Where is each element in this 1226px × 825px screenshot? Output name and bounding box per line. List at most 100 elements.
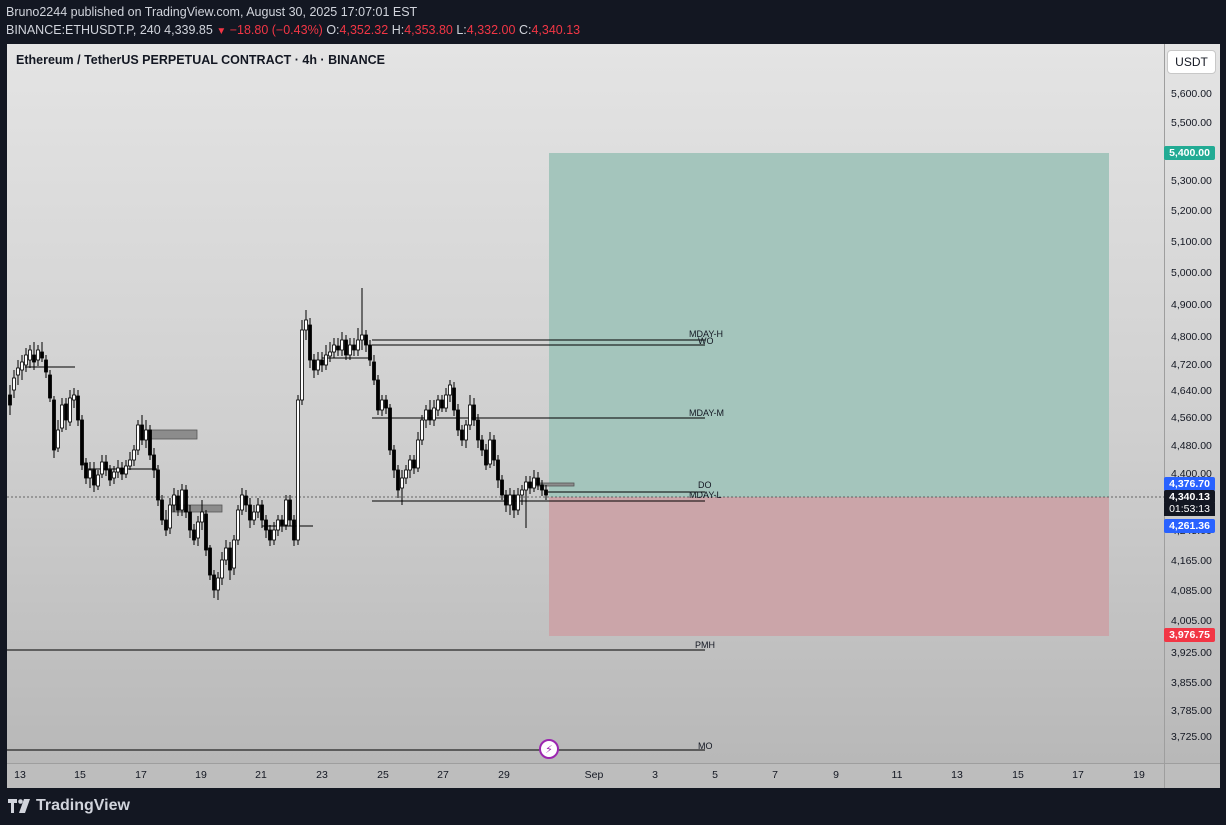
candle-body xyxy=(32,354,36,363)
candle-body xyxy=(28,349,32,361)
time-tick: 3 xyxy=(652,769,658,781)
level-label-mo: MO xyxy=(698,741,713,751)
candle-body xyxy=(420,419,424,441)
level-label-wo: WO xyxy=(698,336,714,346)
price-change: −18.80 (−0.43%) xyxy=(229,23,323,37)
publish-header: Bruno2244 published on TradingView.com, … xyxy=(0,0,1226,44)
candle-body xyxy=(320,359,324,366)
candle-body xyxy=(352,344,356,351)
time-tick: 15 xyxy=(1012,769,1024,781)
candle-body xyxy=(244,495,248,506)
candle-body xyxy=(536,477,540,486)
open-value: 4,352.32 xyxy=(339,23,389,37)
target-price-badge: 5,400.00 xyxy=(1164,146,1215,160)
currency-button[interactable]: USDT xyxy=(1167,50,1216,74)
time-tick: 17 xyxy=(135,769,147,781)
price-tick: 4,900.00 xyxy=(1171,299,1212,311)
time-scale[interactable] xyxy=(7,763,1164,788)
candle-body xyxy=(388,407,392,451)
candle-body xyxy=(324,354,328,366)
candle-body xyxy=(12,377,16,391)
candle-body xyxy=(216,577,220,591)
open-label: O: xyxy=(326,23,340,37)
price-tick: 4,560.00 xyxy=(1171,412,1212,424)
candle-body xyxy=(316,359,320,371)
candle-body xyxy=(76,395,80,421)
level-label-mday-m: MDAY-M xyxy=(689,408,725,418)
candle-body xyxy=(376,379,380,411)
candle-body xyxy=(60,404,64,429)
time-tick: 19 xyxy=(1133,769,1145,781)
candle-body xyxy=(444,394,448,409)
candle-body xyxy=(96,474,100,487)
price-tick: 4,640.00 xyxy=(1171,385,1212,397)
candle-body xyxy=(44,359,48,373)
candle-body xyxy=(456,409,460,431)
candle-body xyxy=(72,394,76,401)
time-tick: 19 xyxy=(195,769,207,781)
candle-body xyxy=(312,359,316,371)
time-tick: 9 xyxy=(833,769,839,781)
price-scale[interactable] xyxy=(1164,44,1220,763)
low-value: 4,332.00 xyxy=(466,23,516,37)
time-tick: 15 xyxy=(74,769,86,781)
tradingview-logo[interactable]: TradingView xyxy=(8,797,130,815)
candlesticks xyxy=(8,288,548,600)
symbol-name: BINANCE:ETHUSDT.P, 240 xyxy=(6,23,161,37)
candle-body xyxy=(272,529,276,541)
loss-zone xyxy=(549,497,1109,636)
candle-body xyxy=(436,399,440,411)
candle-body xyxy=(488,439,492,465)
candle-body xyxy=(380,399,384,411)
candle-body xyxy=(292,519,296,541)
candle-body xyxy=(364,334,368,346)
candle-body xyxy=(240,494,244,511)
candle-body xyxy=(264,519,268,531)
symbol-info-line: BINANCE:ETHUSDT.P, 240 4,339.85 ▼ −18.80… xyxy=(6,23,580,37)
bar-countdown: 01:53:13 xyxy=(1164,503,1215,516)
candle-body xyxy=(472,404,476,421)
stop-ref-badge: 4,261.36 xyxy=(1164,519,1215,533)
candle-body xyxy=(408,459,412,471)
candle-body xyxy=(196,521,200,539)
price-tick: 5,100.00 xyxy=(1171,236,1212,248)
candle-body xyxy=(204,513,208,551)
high-label: H: xyxy=(391,23,405,37)
stop-price-badge: 3,976.75 xyxy=(1164,628,1215,642)
candle-body xyxy=(500,479,504,496)
candle-body xyxy=(92,469,96,486)
lightning-icon[interactable]: ⚡ xyxy=(539,739,559,759)
candle-body xyxy=(452,387,456,411)
candle-body xyxy=(24,354,28,366)
candle-body xyxy=(384,399,388,409)
candle-body xyxy=(252,511,256,521)
candle-body xyxy=(524,481,528,491)
candle-body xyxy=(64,403,68,421)
candle-body xyxy=(148,429,152,456)
close-label: C: xyxy=(518,23,532,37)
candle-body xyxy=(416,439,420,469)
price-tick: 5,300.00 xyxy=(1171,175,1212,187)
price-tick: 4,480.00 xyxy=(1171,440,1212,452)
price-tick: 5,500.00 xyxy=(1171,117,1212,129)
candle-body xyxy=(464,424,468,441)
candle-body xyxy=(392,449,396,471)
candle-body xyxy=(236,509,240,541)
time-tick: 13 xyxy=(951,769,963,781)
level-label-mday-h: MDAY-H xyxy=(689,329,724,339)
candle-body xyxy=(368,344,372,361)
candle-body xyxy=(248,504,252,521)
candle-body xyxy=(288,499,292,521)
candle-body xyxy=(428,409,432,421)
brand-name: TradingView xyxy=(36,797,130,814)
price-tick: 4,800.00 xyxy=(1171,331,1212,343)
candle-body xyxy=(296,399,300,541)
candle-body xyxy=(124,465,128,475)
candle-body xyxy=(372,361,376,381)
candle-body xyxy=(432,407,436,421)
scale-corner xyxy=(1164,763,1220,788)
level-label-do: DO xyxy=(698,480,712,490)
candle-body xyxy=(448,384,452,396)
candle-body xyxy=(412,459,416,469)
